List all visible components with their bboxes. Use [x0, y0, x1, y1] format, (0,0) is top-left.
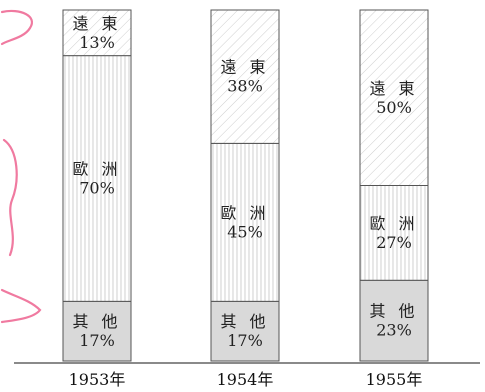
bar-segment-1953年-其他 — [62, 300, 132, 362]
bar-segment-1954年-遠東 — [210, 9, 280, 144]
x-tick-label: 1955年 — [366, 370, 423, 389]
segment-value-label: 38% — [227, 77, 263, 96]
segment-value-label: 13% — [79, 33, 115, 52]
bar-segment-1954年-其他 — [210, 300, 280, 362]
segment-value-label: 50% — [376, 98, 412, 117]
bar-segment-1954年-歐洲 — [210, 142, 280, 302]
segment-name-label: 歐 洲 — [220, 203, 269, 222]
bar-segment-1955年-遠東 — [359, 9, 429, 186]
segment-value-label: 27% — [376, 233, 412, 252]
x-tick-label: 1953年 — [69, 370, 126, 389]
segment-value-label: 70% — [79, 178, 115, 197]
bars-group — [62, 9, 429, 362]
segment-name-label: 遠 東 — [369, 79, 418, 98]
segment-value-label: 17% — [79, 331, 115, 350]
segment-value-label: 17% — [227, 331, 263, 350]
segment-name-label: 其 他 — [369, 302, 418, 321]
segment-name-label: 歐 洲 — [369, 214, 418, 233]
segment-value-label: 23% — [376, 321, 412, 340]
pink-handwriting-marks — [0, 9, 42, 324]
pink-mark-middle — [2, 138, 18, 257]
pink-mark-top — [0, 9, 33, 46]
bar-segment-1955年-其他 — [359, 279, 429, 362]
x-tick-label: 1954年 — [217, 370, 274, 389]
bar-segment-1953年-歐洲 — [62, 55, 132, 302]
segment-name-label: 歐 洲 — [72, 159, 121, 178]
segment-name-label: 遠 東 — [220, 58, 269, 77]
segment-name-label: 其 他 — [220, 312, 269, 331]
segment-name-label: 遠 東 — [72, 14, 121, 33]
segment-value-label: 45% — [227, 222, 263, 241]
bar-segment-1953年-遠東 — [62, 9, 132, 57]
pink-mark-bottom — [0, 288, 42, 324]
segment-name-label: 其 他 — [72, 312, 121, 331]
bar-segment-1955年-歐洲 — [359, 185, 429, 281]
